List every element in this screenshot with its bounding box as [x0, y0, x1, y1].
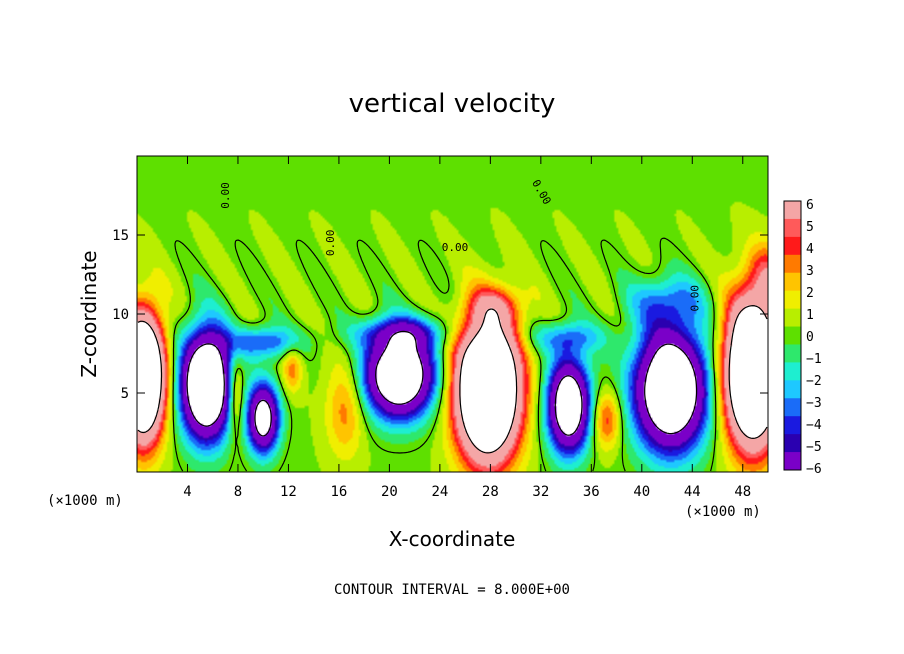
- colorbar-tick-label: −5: [806, 440, 822, 455]
- colorbar-swatch: [784, 201, 801, 220]
- x-tick-label: 32: [532, 484, 549, 500]
- x-tick-label: 36: [583, 484, 600, 500]
- x-tick-label: 40: [633, 484, 650, 500]
- colorbar-tick-label: 3: [806, 264, 814, 279]
- contour-label: 0.00: [442, 241, 469, 254]
- colorbar-tick-label: −3: [806, 396, 822, 411]
- heatmap-field: [137, 156, 768, 472]
- colorbar-swatch: [784, 380, 801, 399]
- x-unit-right: (×1000 m): [685, 504, 761, 520]
- x-tick-label: 28: [482, 484, 499, 500]
- colorbar-swatch: [784, 326, 801, 345]
- chart-title: vertical velocity: [349, 89, 556, 119]
- contour-interval-note: CONTOUR INTERVAL = 8.000E+00: [334, 582, 570, 598]
- colorbar-frame: [783, 200, 802, 471]
- colorbar-tick-label: 5: [806, 220, 814, 235]
- plot-area: 0.000.00 0.000.000.00: [136, 155, 769, 473]
- colorbar-swatch: [784, 416, 801, 435]
- z-axis-label: Z-coordinate: [77, 250, 101, 377]
- contour-line: [137, 305, 768, 454]
- colorbar-swatch: [784, 452, 801, 471]
- contour-label: 0.00: [324, 230, 337, 257]
- z-tick-label: 10: [112, 307, 129, 323]
- colorbar-swatch: [784, 362, 801, 381]
- z-axis-ticks: 5 10 15: [112, 228, 768, 402]
- colorbar-tick-label: 0: [806, 330, 814, 345]
- z-tick-label: 15: [112, 228, 129, 244]
- x-unit-left: (×1000 m): [47, 493, 123, 509]
- colorbar-tick-label: −1: [806, 352, 822, 367]
- x-tick-label: 48: [734, 484, 751, 500]
- colorbar-swatch: [784, 290, 801, 310]
- colorbar: 6 5 4 3 2 1 0 −1 −2 −3 −4 −5 −6: [783, 198, 822, 477]
- colorbar-tick-label: −2: [806, 374, 822, 389]
- colorbar-swatch: [784, 236, 801, 256]
- contour-lines: [137, 237, 768, 472]
- colorbar-swatch: [784, 272, 801, 292]
- contour-label: 0.00: [219, 182, 232, 209]
- colorbar-swatch: [784, 398, 801, 417]
- contour-line: [186, 330, 698, 437]
- colorbar-tick-label: −4: [806, 418, 822, 433]
- x-tick-label: 20: [381, 484, 398, 500]
- colorbar-tick-label: 2: [806, 286, 814, 301]
- colorbar-swatch: [784, 344, 801, 363]
- x-tick-label: 8: [234, 484, 242, 500]
- x-tick-label: 12: [280, 484, 297, 500]
- x-tick-label: 44: [684, 484, 701, 500]
- colorbar-tick-label: 1: [806, 308, 814, 323]
- colorbar-swatch: [784, 218, 801, 238]
- colorbar-tick-label: 6: [806, 198, 814, 213]
- contour-line: [172, 237, 717, 472]
- x-axis-ticks: 4 8 12 16 20 24 28 32 36 40 44 48: [183, 156, 751, 500]
- colorbar-swatch: [784, 308, 801, 328]
- x-axis-label: X-coordinate: [389, 527, 516, 551]
- z-tick-label: 5: [121, 386, 129, 402]
- colorbar-swatch: [784, 254, 801, 274]
- x-tick-label: 16: [330, 484, 347, 500]
- colorbar-tick-label: −6: [806, 462, 822, 477]
- contour-label: 0.00: [689, 285, 702, 312]
- x-tick-label: 24: [431, 484, 448, 500]
- colorbar-tick-label: 4: [806, 242, 814, 257]
- colorbar-swatch: [784, 434, 801, 453]
- x-tick-label: 4: [183, 484, 191, 500]
